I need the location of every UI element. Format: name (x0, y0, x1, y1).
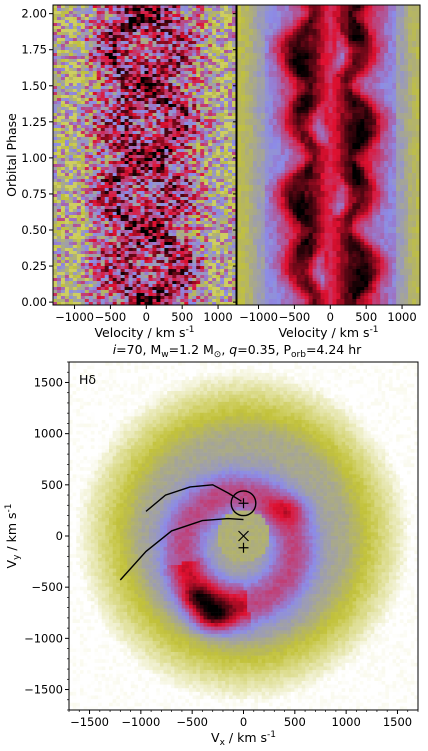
x-tick-label: −500 (279, 310, 311, 324)
x-tick-label: 0 (240, 715, 247, 729)
y-tick-label: 500 (41, 478, 63, 492)
x-tick-label: 1000 (332, 715, 361, 729)
plus-marker (238, 542, 249, 553)
x-axis-label: Vx / km s-1 (211, 730, 276, 748)
x-tick-label: 1000 (203, 310, 232, 324)
x-axis-label: Velocity / km s-1 (94, 325, 194, 340)
y-tick-label: 1.75 (21, 43, 47, 57)
plot-frame (52, 4, 237, 306)
plot-frame (236, 4, 421, 306)
x-tick-label: 1000 (387, 310, 416, 324)
y-tick-label: 1.50 (21, 79, 47, 93)
y-tick-label: −500 (31, 580, 63, 594)
y-tick-label: 1.25 (21, 115, 47, 129)
doppler-tomogram: Hδ −1500 −1000 −500 0 500 1000 1500 −1500 −1000 −5… (4, 361, 419, 748)
spectrum-image (53, 5, 236, 305)
y-axis-label: Vy / km s-1 (4, 504, 22, 569)
spectrum-image (237, 5, 420, 305)
x-tick-label: 500 (171, 310, 193, 324)
x-tick-label: 500 (355, 310, 377, 324)
x-tick-label: −1000 (239, 310, 278, 324)
x-tick-label: 500 (284, 715, 306, 729)
x-tick-label: −1000 (121, 715, 160, 729)
roche-lobe (230, 490, 257, 517)
cross-marker (238, 530, 249, 542)
x-tick-label: 1500 (383, 715, 412, 729)
stream-trajectory (145, 484, 242, 512)
y-tick-label: 0.00 (21, 295, 47, 309)
y-tick-label: 1.00 (21, 151, 47, 165)
y-tick-label: 1500 (34, 375, 63, 389)
trailed-spectra-observed: −1000 −500 0 500 1000 0.00 0.25 0.50 0.75 1.00 1.2… (4, 4, 237, 340)
x-axis-label: Velocity / km s-1 (278, 325, 378, 340)
line-label: Hδ (79, 372, 96, 387)
y-tick-label: 0.25 (21, 259, 47, 273)
x-tick-label: 0 (143, 310, 150, 324)
y-axis-label: Orbital Phase (4, 113, 19, 197)
x-tick-label: −500 (176, 715, 208, 729)
y-tick-label: 2.00 (21, 7, 47, 21)
trailed-spectra-model: −1000 −500 0 500 1000 Velocity / km s-1 (233, 4, 421, 340)
y-tick-label: −1000 (24, 631, 63, 645)
x-tick-label: −500 (95, 310, 127, 324)
x-tick-label: 0 (327, 310, 334, 324)
x-tick-label: −1500 (70, 715, 109, 729)
tomogram-image (69, 362, 418, 710)
y-tick-label: −1500 (24, 683, 63, 697)
figure-title: i=70, Mw=1.2 M⊙, q=0.35, Porb=4.24 hr (113, 342, 362, 360)
y-tick-label: 0.50 (21, 223, 47, 237)
stream-trajectory (119, 517, 244, 581)
plus-marker (238, 498, 249, 509)
y-tick-label: 0 (56, 529, 63, 543)
y-tick-label: 1000 (34, 427, 63, 441)
y-tick-label: 0.75 (21, 187, 47, 201)
x-tick-label: −1000 (55, 310, 94, 324)
chart-title: i=70, Mw=1.2 M⊙, q=0.35, Porb=4.24 hr (113, 342, 362, 360)
